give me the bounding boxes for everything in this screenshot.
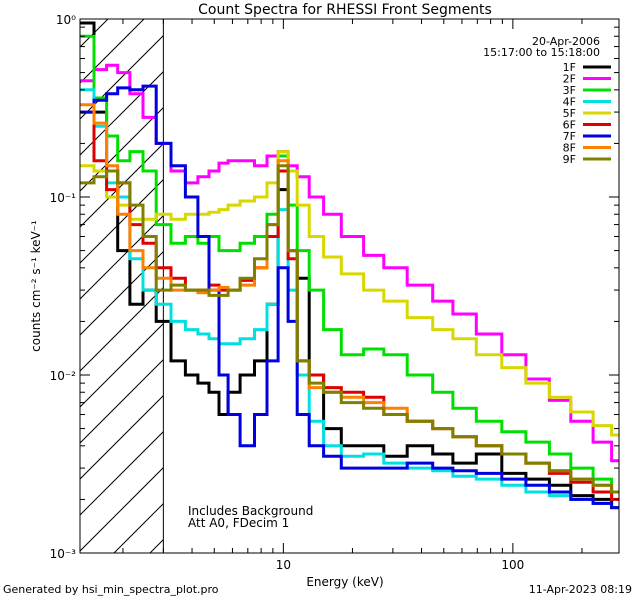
legend-time-range: 15:17:00 to 15:18:00 — [483, 46, 600, 59]
footer-generated-by: Generated by hsi_min_spectra_plot.pro — [3, 583, 219, 596]
hatch-lines — [80, 19, 164, 553]
legend-label-8F: 8F — [563, 142, 576, 155]
legend: 20-Apr-2006 15:17:00 to 15:18:00 1F2F3F4… — [483, 35, 611, 166]
plot-frame — [79, 18, 620, 554]
legend-label-4F: 4F — [563, 96, 576, 109]
footer-timestamp: 11-Apr-2023 08:19 — [528, 583, 632, 596]
legend-label-9F: 9F — [563, 153, 576, 166]
legend-label-7F: 7F — [563, 130, 576, 143]
legend-date: 20-Apr-2006 — [532, 35, 600, 48]
y-axis-label: counts cm⁻² s⁻¹ keV⁻¹ — [29, 220, 43, 352]
series-9F — [80, 164, 619, 494]
series-layer — [80, 21, 619, 510]
y-tick-label: 10⁻¹ — [50, 191, 77, 205]
y-tick-label: 10⁰ — [56, 13, 76, 27]
annotation-attenuator: Att A0, FDecim 1 — [188, 516, 289, 530]
x-tick-label: 100 — [501, 558, 524, 572]
legend-label-6F: 6F — [563, 119, 576, 132]
series-5F — [80, 150, 619, 437]
y-tick-label: 10⁻² — [50, 369, 77, 383]
x-tick-label: 10 — [276, 558, 291, 572]
legend-label-3F: 3F — [563, 84, 576, 97]
legend-label-2F: 2F — [563, 73, 576, 86]
series-7F — [80, 84, 619, 510]
axes: 10 100 10⁰ 10⁻¹ 10⁻² 10⁻³ — [50, 13, 620, 572]
annotations: Includes Background Att A0, FDecim 1 — [188, 504, 313, 530]
y-tick-label: 10⁻³ — [50, 547, 77, 561]
chart-title: Count Spectra for RHESSI Front Segments — [198, 2, 492, 18]
legend-label-5F: 5F — [563, 107, 576, 120]
x-axis-label: Energy (keV) — [306, 575, 383, 589]
legend-label-1F: 1F — [563, 61, 576, 74]
background-shaded-region — [80, 19, 164, 553]
annotation-background: Includes Background — [188, 504, 313, 518]
